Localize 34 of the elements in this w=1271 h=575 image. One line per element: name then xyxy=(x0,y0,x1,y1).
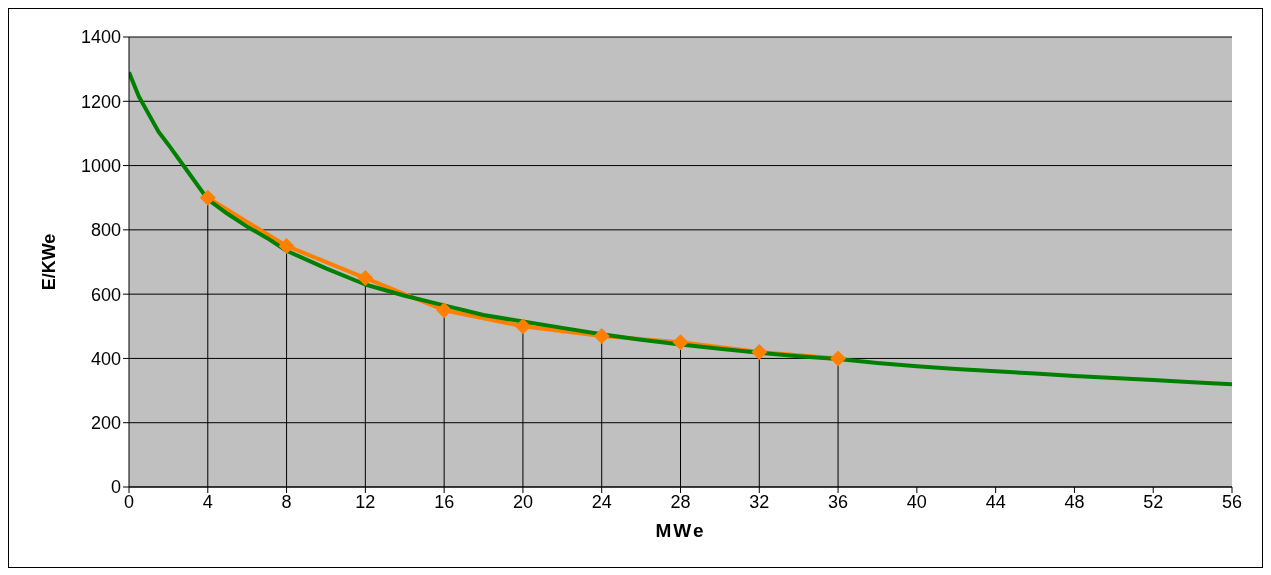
x-tick-label: 0 xyxy=(123,491,135,512)
x-axis-title: MWe xyxy=(655,520,706,541)
point xyxy=(830,350,847,367)
x-tick-label: 28 xyxy=(670,491,691,512)
x-tick-label: 12 xyxy=(355,491,376,512)
y-tick-label: 1000 xyxy=(80,155,121,176)
point xyxy=(593,327,610,344)
x-tick-label: 32 xyxy=(749,491,770,512)
point xyxy=(357,270,374,287)
x-tick-label: 16 xyxy=(434,491,455,512)
y-tick-label: 800 xyxy=(90,220,121,241)
point xyxy=(672,334,689,351)
y-tick-label: 1400 xyxy=(80,27,121,48)
y-tick-label: 0 xyxy=(110,477,121,498)
x-tick-label: 52 xyxy=(1143,491,1164,512)
y-tick-label: 1200 xyxy=(80,91,121,112)
x-tick-label: 36 xyxy=(828,491,849,512)
x-tick-label: 24 xyxy=(591,491,612,512)
point xyxy=(751,344,768,360)
x-tick-label: 8 xyxy=(281,491,292,512)
point xyxy=(199,189,216,206)
x-tick-label: 56 xyxy=(1221,491,1243,512)
y-tick-label: 400 xyxy=(90,348,121,369)
x-tick-label: 48 xyxy=(1064,491,1085,512)
point xyxy=(278,237,295,254)
point xyxy=(436,302,453,319)
x-tick-label: 40 xyxy=(906,491,927,512)
x-tick-label: 4 xyxy=(202,491,213,512)
x-tick-label: 44 xyxy=(985,491,1006,512)
y-tick-label: 200 xyxy=(90,413,121,434)
y-axis-title: E/KWe xyxy=(39,233,60,291)
x-tick-label: 20 xyxy=(512,491,533,512)
point xyxy=(514,318,531,335)
y-tick-label: 600 xyxy=(90,284,121,305)
